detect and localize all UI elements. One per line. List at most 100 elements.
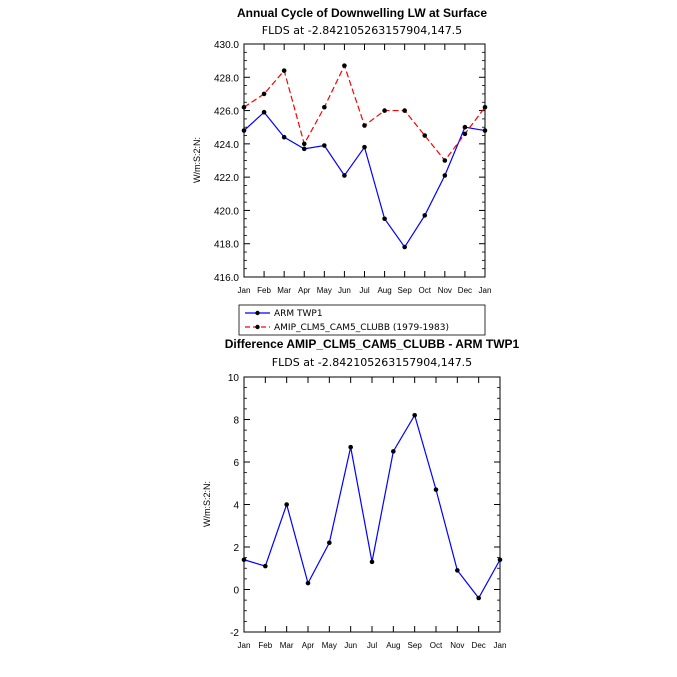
data-point xyxy=(482,128,488,133)
data-point xyxy=(301,146,307,152)
chart-2: Difference AMIP_CLM5_CAM5_CLUBB - ARM TW… xyxy=(202,337,520,650)
chart-1-y-axis-label: W/m:S:2:N: xyxy=(192,137,202,183)
data-point xyxy=(382,216,387,222)
y-tick-label: 6 xyxy=(233,458,239,469)
data-point xyxy=(327,540,332,546)
data-point xyxy=(322,143,327,148)
x-tick-label: Sep xyxy=(408,641,423,650)
data-point xyxy=(362,144,367,150)
data-point xyxy=(263,563,268,569)
x-tick-label: Dec xyxy=(458,286,472,295)
x-tick-label: Jun xyxy=(344,641,357,650)
x-tick-label: May xyxy=(322,641,337,650)
x-tick-label: Jan xyxy=(494,641,507,650)
y-tick-label: 422.0 xyxy=(214,173,239,184)
x-tick-label: Feb xyxy=(257,286,271,295)
chart-1-subtitle: FLDS at -2.842105263157904,147.5 xyxy=(262,24,462,37)
y-tick-label: 430.0 xyxy=(214,40,239,51)
x-tick-label: Aug xyxy=(386,641,400,650)
data-point xyxy=(433,487,439,492)
y-tick-label: 428.0 xyxy=(214,73,239,84)
data-point xyxy=(241,104,247,110)
data-point xyxy=(362,123,367,128)
data-point xyxy=(369,559,375,565)
data-point xyxy=(402,108,407,113)
data-point xyxy=(241,557,247,563)
data-point xyxy=(322,104,327,110)
legend-label-arm: ARM TWP1 xyxy=(274,309,323,319)
chart-1-plot-frame xyxy=(243,43,486,278)
x-tick-label: Apr xyxy=(302,641,315,650)
chart-1: Annual Cycle of Downwelling LW at Surfac… xyxy=(192,6,491,295)
y-tick-label: 4 xyxy=(233,501,239,512)
y-tick-label: 424.0 xyxy=(214,140,239,151)
y-tick-label: 420.0 xyxy=(214,206,239,217)
x-tick-label: Oct xyxy=(430,641,443,650)
x-tick-label: Apr xyxy=(298,286,311,295)
chart-1-series xyxy=(241,63,488,250)
data-point xyxy=(281,68,287,73)
chart-2-series xyxy=(241,412,503,601)
chart-1-axes: 416.0 418.0 420.0 422.0 424.0 426.0 428.0 430.0… xyxy=(214,40,491,295)
data-point xyxy=(482,104,488,110)
data-point xyxy=(241,128,247,133)
x-tick-label: Feb xyxy=(258,641,272,650)
x-tick-label: Oct xyxy=(419,286,432,295)
chart-2-subtitle: FLDS at -2.842105263157904,147.5 xyxy=(272,356,472,369)
chart-2-y-axis-label: W/m:S:2:N: xyxy=(202,481,212,527)
legend-box xyxy=(238,304,486,336)
legend-marker-amip xyxy=(255,324,260,330)
x-tick-label: Jul xyxy=(367,641,377,650)
y-tick-label: 426.0 xyxy=(214,107,239,118)
chart-2-axes: -2 0 2 4 6 8 10 Jan Feb Mar Apr May Jun Jul Aug Sep Oct N… xyxy=(228,373,507,650)
chart-1-title: Annual Cycle of Downwelling LW at Surfac… xyxy=(237,6,487,20)
data-point xyxy=(342,173,347,178)
chart-1-legend: ARM TWP1 AMIP_CLM5_CAM5_CLUBB (1979-1983… xyxy=(238,304,486,336)
data-point xyxy=(422,133,428,138)
data-point xyxy=(301,141,307,147)
x-tick-label: Nov xyxy=(438,286,452,295)
legend-label-amip: AMIP_CLM5_CAM5_CLUBB (1979-1983) xyxy=(274,323,449,333)
x-tick-label: Nov xyxy=(450,641,464,650)
y-tick-label: 2 xyxy=(233,543,239,554)
x-tick-label: Jul xyxy=(359,286,369,295)
data-point xyxy=(402,244,407,250)
x-tick-label: Jan xyxy=(238,641,251,650)
x-tick-label: Mar xyxy=(280,641,294,650)
x-tick-label: Dec xyxy=(472,641,486,650)
data-point xyxy=(281,134,287,140)
data-point xyxy=(442,173,448,178)
x-tick-label: Jan xyxy=(238,286,251,295)
data-point xyxy=(455,568,460,573)
legend-marker-arm xyxy=(255,310,260,316)
data-point xyxy=(412,412,417,418)
data-point xyxy=(305,580,311,586)
x-tick-label: May xyxy=(317,286,332,295)
y-tick-label: 416.0 xyxy=(214,273,239,284)
y-tick-label: 0 xyxy=(233,586,239,597)
x-tick-label: Sep xyxy=(398,286,413,295)
x-tick-label: Aug xyxy=(377,286,391,295)
chart-2-title: Difference AMIP_CLM5_CAM5_CLUBB - ARM TW… xyxy=(225,337,520,351)
x-tick-label: Jan xyxy=(479,286,492,295)
data-point xyxy=(261,109,267,115)
chart-2-plot-frame xyxy=(243,376,501,633)
x-tick-label: Mar xyxy=(277,286,291,295)
x-tick-label: Jun xyxy=(338,286,351,295)
data-point xyxy=(462,124,468,130)
data-point xyxy=(476,595,481,601)
data-point xyxy=(348,444,353,450)
data-point xyxy=(342,63,347,68)
data-point xyxy=(284,502,289,507)
y-tick-label: 10 xyxy=(228,373,240,384)
y-tick-label: 418.0 xyxy=(214,240,239,251)
data-point xyxy=(391,449,396,454)
data-point xyxy=(261,91,267,97)
data-point xyxy=(382,108,387,113)
data-point xyxy=(442,158,448,163)
y-tick-label: 8 xyxy=(233,416,239,427)
series-line-1 xyxy=(243,413,501,600)
data-point xyxy=(497,557,503,563)
y-tick-label: -2 xyxy=(230,628,239,639)
